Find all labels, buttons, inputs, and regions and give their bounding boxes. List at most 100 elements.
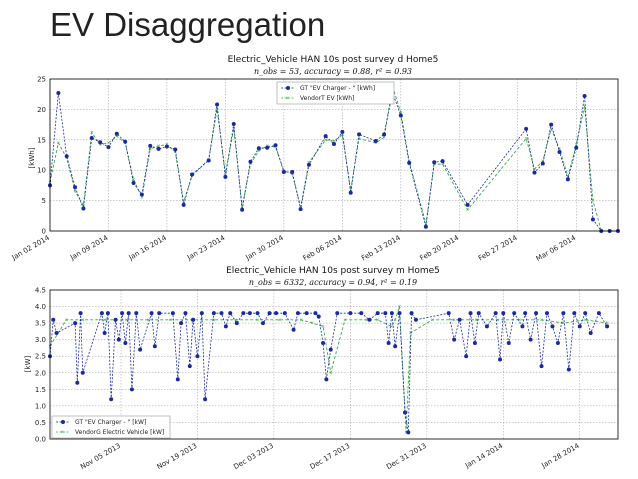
chart2-gt-point [80,370,85,375]
chart2-vendor-point: × [212,318,216,324]
chart2-gt-point [199,311,204,316]
chart1-ytick-5: 25 [37,76,46,84]
chart1-gt-point [382,132,387,137]
chart2-vendor-point: × [390,324,394,330]
chart2-gt-point [464,354,469,359]
chart1-gt-point [64,154,69,159]
chart2-gt-point [105,311,110,316]
chart2-gt-point [183,311,188,316]
chart1-vendor-point: × [591,199,595,205]
chart1-vendor-point: × [174,150,178,156]
chart1-gt-point [240,207,245,212]
chart1-ytick-0: 0 [42,228,46,236]
chart2-gt-point [54,331,59,336]
legend2-gt-label: GT "EV Charger - " [kW] [75,419,146,426]
chart2-gt-point [484,324,489,329]
chart2-gt-point [457,317,462,322]
chart2-gt-point [203,397,208,402]
chart2-gt-point [545,311,549,316]
chart2-gt-point [375,311,380,316]
chart1-vendor-point: × [274,145,278,151]
chart1-gt-point [298,207,303,212]
chart2-gt-point [134,311,139,316]
chart2-vendor-point: × [321,324,325,330]
chart1-gt-point [465,202,470,207]
chart2-vendor-point: × [496,318,500,324]
chart2-gt-point [247,311,252,316]
chart2-gt-point [191,317,196,322]
chart2-gt-point [397,311,402,316]
chart2-ytick-0: 0.0 [35,436,46,444]
legend-gt-marker [286,86,290,90]
chart2-gt-point [476,311,481,316]
chart1-gt-point [231,121,236,126]
chart2-gt-point [468,311,473,316]
chart1-gt-point [340,129,345,134]
chart2-gt-point [566,367,571,372]
chart2-vendor-point: × [365,318,369,324]
chart1-vendor-point: × [257,149,261,155]
chart2-gt-point [113,317,118,322]
chart1-vendor-point: × [357,137,361,143]
chart2-ylabel: [kW] [24,356,32,373]
chart1-gt-point [164,144,169,149]
chart2-gt-point [261,321,265,326]
chart1-gt-point [432,160,437,165]
chart2-ytick-6: 3.0 [35,336,46,344]
chart1-vendor-point: × [90,131,94,137]
chart1-series: ××××××× ××××××××××××××××××× ××××××××× ×××××… [48,84,620,235]
chart2-gt-point [348,311,353,316]
chart1-gt-point [56,90,61,95]
chart2-gt-point [367,317,372,322]
chart1-gt-point [407,160,412,165]
chart1-gt-point [549,122,554,127]
chart2-gt-point [267,311,272,316]
chart2-gt-point [274,311,279,316]
chart1-vendor-point: × [549,127,553,133]
chart2-gt-point [413,317,418,322]
chart2-gt-point [359,311,364,316]
chart1-gt-point [139,192,144,197]
chart2-gt-point [550,324,555,329]
chart2-gt-point [534,311,539,316]
chart2-gt-point [472,340,477,345]
chart1-gt-point [223,174,228,179]
chart2-vendor-point: × [65,318,69,324]
chart2-gt-point [328,347,333,352]
chart2-gt-point [605,324,610,329]
chart1-gt-point [273,143,278,148]
chart1-gt-point [423,224,428,229]
chart1-gt-point [290,170,295,175]
chart1-gt-point [148,143,153,148]
chart2-vendor-point: × [393,318,397,324]
chart1-ytick-3: 15 [37,136,46,144]
chart2-gt-point [123,340,128,345]
chart1-vendor-point: × [466,208,470,214]
chart1-vendor-point: × [324,138,328,144]
chart2-gt-point [523,311,528,316]
chart1-gt-point [398,113,403,118]
chart1-vendor-point: × [374,141,378,147]
chart2-gt-point [316,314,321,319]
chart2-gt-point [75,380,80,385]
chart2-title: Electric_Vehicle HAN 10s post survey m H… [226,266,440,276]
chart1-gt-point [256,146,261,151]
chart2-gt-point [175,377,180,382]
chart2-gt-point [528,337,533,342]
chart2-gt-point [291,327,296,332]
chart2-gt-point [228,311,233,316]
chart1-ytick-2: 10 [37,167,46,175]
chart1-gt-point [215,102,220,107]
chart2-vendor-point: × [278,318,282,324]
chart2-ytick-1: 0.5 [35,419,46,427]
chart2-subtitle: n_obs = 6332, accuracy = 0.94, r² = 0.19 [249,278,417,287]
chart2-ytick-5: 2.5 [35,353,46,361]
chart2-xtick-3: Dec 17 2013 [309,442,352,471]
chart1-gt-point [373,139,378,144]
chart2-gt-point [149,311,154,316]
chart2-vendor-point: × [409,331,413,337]
chart1-gt-point [574,145,579,150]
chart1-vendor-point: × [524,137,528,143]
